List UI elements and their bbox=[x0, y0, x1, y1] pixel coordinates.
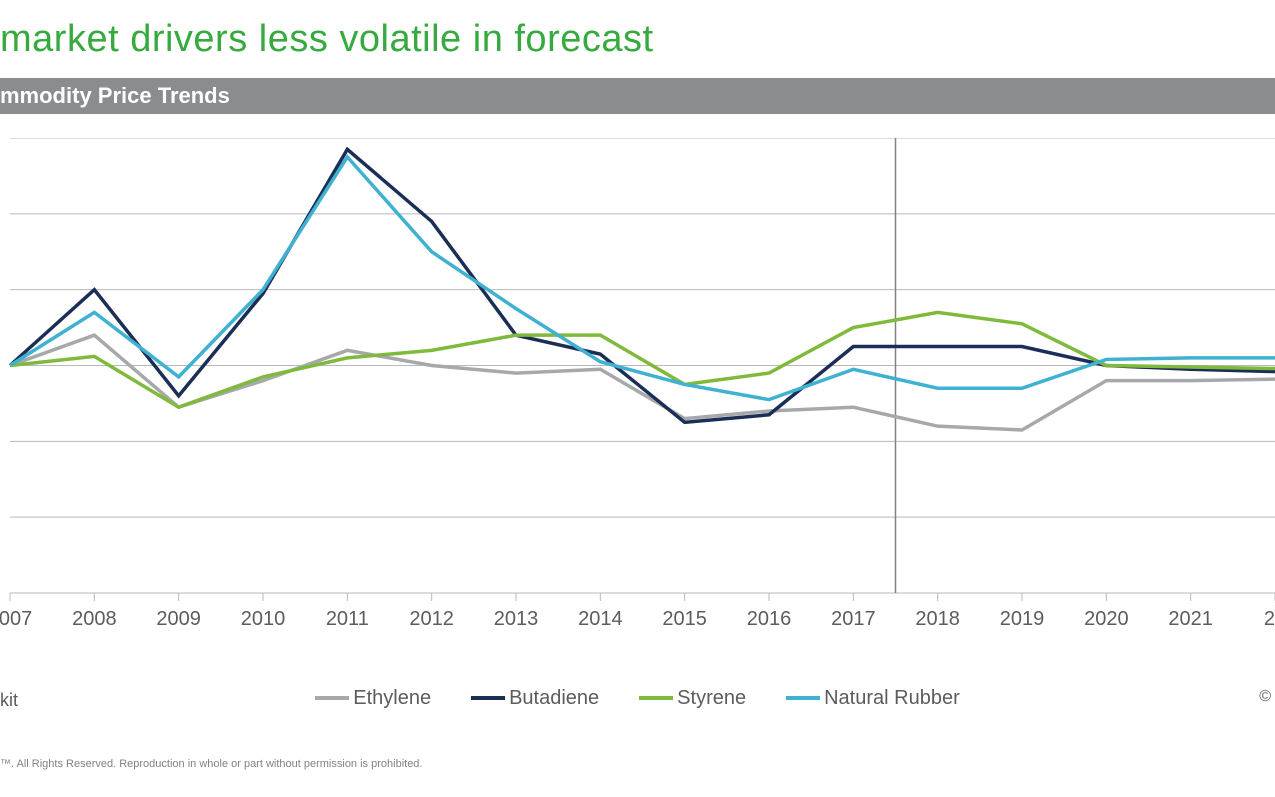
subtitle-bar: mmodity Price Trends bbox=[0, 78, 1275, 114]
x-axis-label: 2007 bbox=[0, 608, 32, 630]
legend-item-ethylene: Ethylene bbox=[315, 687, 431, 710]
legend-item-styrene: Styrene bbox=[639, 687, 746, 710]
x-axis-label: 2021 bbox=[1168, 608, 1213, 630]
series-natural-rubber bbox=[10, 157, 1275, 400]
x-axis-label: 2018 bbox=[915, 608, 960, 630]
copyright-mark: © bbox=[1259, 688, 1271, 706]
legend-swatch bbox=[639, 696, 673, 700]
series-ethylene bbox=[10, 335, 1275, 430]
page-root: market drivers less volatile in forecast… bbox=[0, 0, 1275, 797]
legend-swatch bbox=[315, 696, 349, 700]
source-label: kit bbox=[0, 690, 18, 711]
footer-note: ™. All Rights Reserved. Reproduction in … bbox=[0, 758, 422, 770]
x-axis-label: 2010 bbox=[241, 608, 286, 630]
legend-swatch bbox=[471, 696, 505, 700]
legend-item-butadiene: Butadiene bbox=[471, 687, 599, 710]
x-axis-label: 2012 bbox=[409, 608, 454, 630]
x-axis-label: 2017 bbox=[831, 608, 876, 630]
x-axis-label: 2019 bbox=[1000, 608, 1045, 630]
x-axis-label: 20 bbox=[1264, 608, 1275, 630]
legend-label: Natural Rubber bbox=[824, 687, 960, 710]
legend-label: Butadiene bbox=[509, 687, 599, 710]
series-butadiene bbox=[10, 149, 1275, 422]
x-axis-label: 2015 bbox=[662, 608, 707, 630]
x-axis-label: 2014 bbox=[578, 608, 623, 630]
x-axis-label: 2013 bbox=[494, 608, 539, 630]
legend-label: Ethylene bbox=[353, 687, 431, 710]
chart-legend: Ethylene Butadiene Styrene Natural Rubber bbox=[0, 678, 1275, 718]
legend-swatch bbox=[786, 696, 820, 700]
x-axis-label: 2009 bbox=[156, 608, 201, 630]
x-axis-label: 2016 bbox=[747, 608, 792, 630]
x-axis-label: 2008 bbox=[72, 608, 117, 630]
page-title: market drivers less volatile in forecast bbox=[0, 18, 654, 61]
legend-item-natural-rubber: Natural Rubber bbox=[786, 687, 960, 710]
x-axis-label: 2020 bbox=[1084, 608, 1129, 630]
legend-label: Styrene bbox=[677, 687, 746, 710]
chart-svg: 2007 2008 2009 2010 2011 2012 2013 2014 2015 2016… bbox=[0, 138, 1275, 643]
x-axis-label: 2011 bbox=[326, 608, 369, 630]
commodity-price-chart: 2007 2008 2009 2010 2011 2012 2013 2014 2015 2016… bbox=[0, 138, 1275, 643]
